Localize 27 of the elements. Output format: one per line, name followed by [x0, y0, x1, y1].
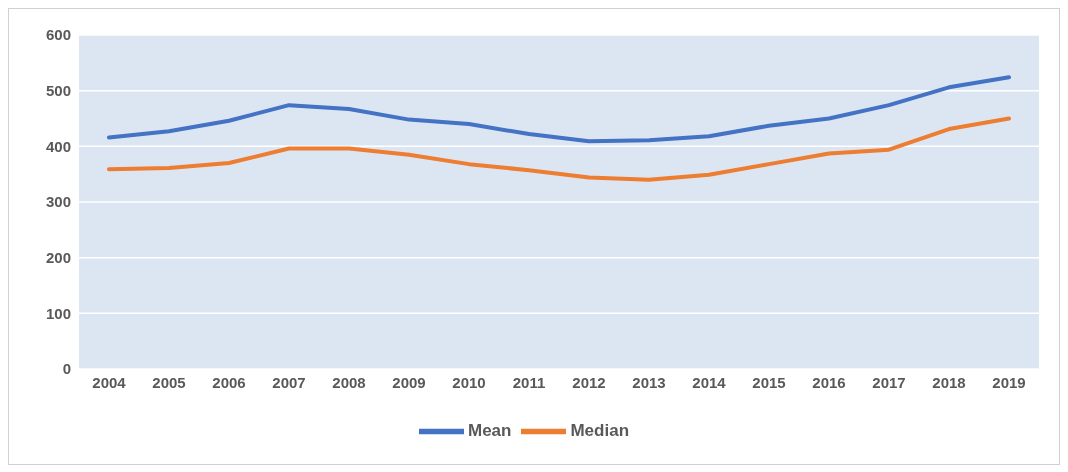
y-tick-label: 200 — [45, 248, 71, 266]
line-series — [107, 116, 1011, 182]
x-tick-label: 2017 — [872, 373, 906, 391]
x-tick-label: 2019 — [992, 373, 1026, 391]
x-tick-label: 2008 — [332, 373, 366, 391]
x-tick-label: 2006 — [212, 373, 246, 391]
x-tick-label: 2015 — [752, 373, 786, 391]
x-tick-label: 2007 — [272, 373, 306, 391]
x-tick-label: 2004 — [92, 373, 127, 391]
y-tick-label: 400 — [45, 137, 71, 155]
x-tick-label: 2014 — [692, 373, 727, 391]
x-tick-label: 2009 — [392, 373, 426, 391]
x-tick-label: 2018 — [932, 373, 966, 391]
y-tick-label: 100 — [45, 304, 71, 322]
y-tick-label: 0 — [62, 360, 71, 378]
line-series — [107, 75, 1011, 144]
x-tick-label: 2016 — [812, 373, 846, 391]
x-tick-label: 2013 — [632, 373, 666, 391]
legend-label: Median — [570, 420, 630, 440]
y-tick-label: 600 — [45, 26, 71, 44]
y-tick-label: 500 — [45, 81, 71, 99]
x-tick-label: 2005 — [152, 373, 186, 391]
legend-label: Mean — [467, 420, 512, 440]
x-tick-label: 2011 — [512, 373, 546, 391]
y-tick-label: 300 — [45, 193, 71, 211]
x-tick-label: 2010 — [452, 373, 486, 391]
x-tick-label: 2012 — [572, 373, 606, 391]
